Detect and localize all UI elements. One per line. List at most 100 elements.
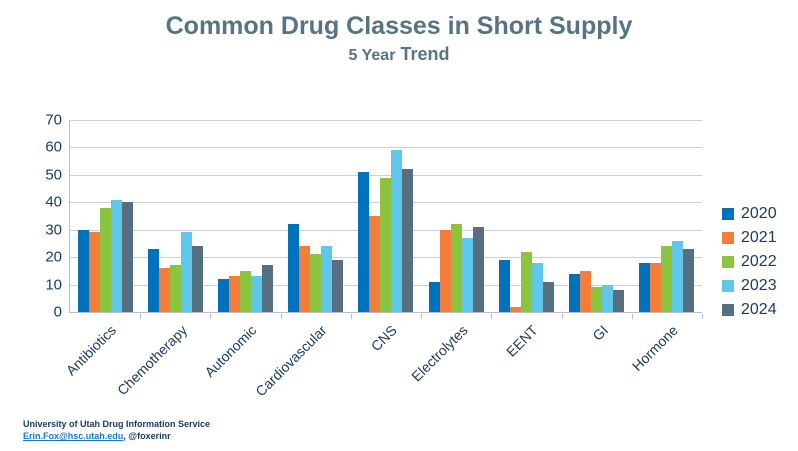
bar-gi-2023 (602, 284, 614, 312)
chart-title: Common Drug Classes in Short Supply (165, 12, 633, 40)
x-tick (140, 314, 142, 319)
x-label-antibiotics: Antibiotics (63, 322, 120, 379)
bar-cns-2020 (358, 172, 370, 312)
bar-hormone-2021 (650, 262, 662, 312)
legend-label-2020: 2020 (741, 205, 777, 222)
x-label-cns: CNS (368, 322, 401, 355)
bar-group-eent (491, 120, 561, 312)
bar-antibiotics-2023 (110, 199, 122, 312)
bar-group-chemotherapy (140, 120, 210, 312)
bar-hormone-2022 (661, 246, 673, 312)
x-label-autonomic: Autonomic (201, 322, 260, 381)
legend-label-2021: 2021 (741, 229, 777, 246)
legend-label-2022: 2022 (741, 253, 777, 270)
legend-item-2021: 2021 (722, 226, 777, 250)
bar-cns-2021 (369, 216, 381, 312)
bar-group-cardiovascular (281, 120, 351, 312)
footer-handle: , @foxerinr (123, 431, 171, 441)
x-tick (280, 314, 282, 319)
y-tick-label-20: 20 (45, 248, 62, 266)
bar-eent-2021 (509, 306, 521, 312)
bar-group-antibiotics (70, 120, 140, 312)
bar-cardiovascular-2021 (299, 246, 311, 312)
bar-cns-2024 (402, 169, 414, 312)
x-label-eent: EENT (503, 322, 541, 360)
bar-autonomic-2024 (262, 265, 274, 312)
x-tick (350, 314, 352, 319)
bar-electrolytes-2021 (439, 229, 451, 312)
y-tick-label-60: 60 (45, 138, 62, 156)
gridline-y50 (70, 174, 702, 176)
chart-subtitle-light: 5 Year (348, 47, 396, 64)
x-label-electrolytes: Electrolytes (408, 322, 471, 385)
y-tick-label-10: 10 (45, 276, 62, 294)
bar-chemotherapy-2021 (158, 268, 170, 312)
bar-chemotherapy-2024 (191, 246, 203, 312)
bar-autonomic-2023 (251, 276, 263, 312)
legend-label-2023: 2023 (741, 277, 777, 294)
legend-item-2024: 2024 (722, 298, 777, 322)
bar-antibiotics-2020 (77, 229, 89, 312)
legend-swatch-2020 (722, 208, 734, 220)
bar-group-gi (562, 120, 632, 312)
bar-electrolytes-2024 (472, 226, 484, 312)
legend-swatch-2024 (722, 304, 734, 316)
x-label-hormone: Hormone (629, 322, 682, 375)
bar-eent-2020 (498, 259, 510, 312)
legend: 2020 2021 2022 2023 2024 (722, 202, 777, 322)
bar-autonomic-2021 (229, 276, 241, 312)
bar-group-electrolytes (421, 120, 491, 312)
bar-autonomic-2020 (218, 279, 230, 312)
bar-group-autonomic (210, 120, 280, 312)
plot-area (69, 120, 703, 319)
bar-eent-2024 (542, 281, 554, 312)
x-label-gi: GI (589, 322, 611, 344)
bar-cardiovascular-2023 (321, 246, 333, 312)
bar-eent-2023 (531, 262, 543, 312)
y-tick-label-40: 40 (45, 193, 62, 211)
x-label-cardiovascular: Cardiovascular (252, 322, 331, 400)
x-tick (702, 314, 703, 319)
chart-subtitle-bold: Trend (400, 44, 450, 64)
legend-item-2022: 2022 (722, 250, 777, 274)
bar-cns-2023 (391, 150, 403, 312)
footer-contact-line: Erin.Fox@hsc.utah.edu, @foxerinr (23, 430, 210, 442)
legend-item-2023: 2023 (722, 274, 777, 298)
x-tick (631, 314, 633, 319)
bar-electrolytes-2020 (428, 281, 440, 312)
bar-group-cns (351, 120, 421, 312)
footer-email-link[interactable]: Erin.Fox@hsc.utah.edu (23, 431, 124, 441)
footer-org: University of Utah Drug Information Serv… (23, 419, 211, 429)
gridline-y60 (70, 147, 702, 149)
bar-gi-2024 (613, 290, 625, 312)
bar-chemotherapy-2020 (147, 248, 159, 312)
bar-group-hormone (632, 120, 702, 312)
x-tick (421, 314, 423, 319)
bar-antibiotics-2022 (99, 207, 111, 312)
legend-swatch-2021 (722, 232, 734, 244)
bar-gi-2022 (591, 287, 603, 312)
legend-label-2024: 2024 (741, 301, 777, 318)
bar-gi-2020 (569, 273, 581, 312)
footer: University of Utah Drug Information Serv… (23, 418, 210, 442)
legend-swatch-2022 (722, 256, 734, 268)
bar-cns-2022 (380, 177, 392, 312)
y-tick-label-30: 30 (45, 221, 62, 239)
bar-hormone-2020 (639, 262, 651, 312)
x-tick (491, 314, 493, 319)
bar-antibiotics-2024 (121, 202, 133, 312)
bar-autonomic-2022 (240, 270, 252, 312)
bar-antibiotics-2021 (88, 232, 100, 312)
y-tick-label-0: 0 (53, 303, 62, 321)
bar-gi-2021 (580, 270, 592, 312)
gridline-y70 (70, 120, 702, 121)
bar-cardiovascular-2024 (332, 259, 344, 312)
chart-subtitle: 5 Year Trend (0, 44, 798, 65)
bar-electrolytes-2022 (450, 224, 462, 312)
bar-electrolytes-2023 (461, 237, 473, 312)
y-tick-label-70: 70 (45, 111, 62, 129)
x-tick (561, 314, 563, 319)
y-tick-label-50: 50 (45, 166, 62, 184)
legend-swatch-2023 (722, 280, 734, 292)
